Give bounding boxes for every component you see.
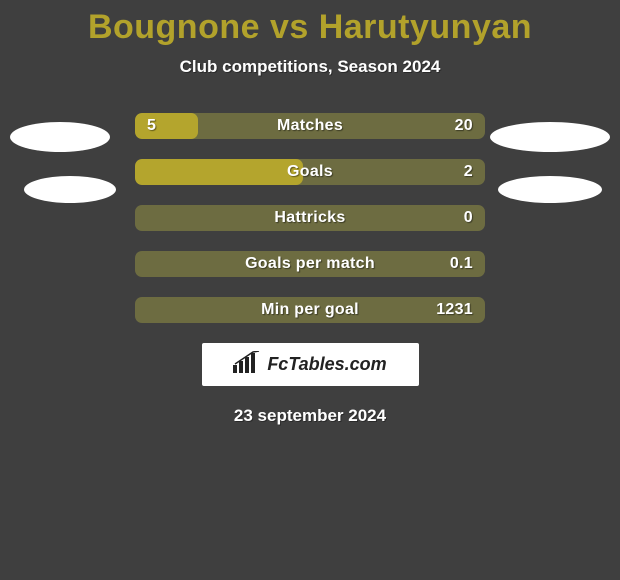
bar-left-value: 5 — [147, 113, 156, 139]
logo-text: FcTables.com — [267, 354, 386, 375]
chart-icon — [233, 351, 261, 378]
bar-row: Hattricks0 — [135, 205, 485, 231]
bar-right-value: 1231 — [436, 297, 473, 323]
decor-ellipse — [24, 176, 116, 203]
comparison-infographic: Bougnone vs Harutyunyan Club competition… — [0, 0, 620, 580]
bar-row: Min per goal1231 — [135, 297, 485, 323]
date-label: 23 september 2024 — [0, 406, 620, 426]
page-title: Bougnone vs Harutyunyan — [0, 0, 620, 47]
bar-label: Hattricks — [135, 205, 485, 231]
decor-ellipse — [490, 122, 610, 152]
bar-right-value: 20 — [455, 113, 473, 139]
bar-label: Goals per match — [135, 251, 485, 277]
bar-row: Goals per match0.1 — [135, 251, 485, 277]
comparison-chart: Matches520Goals2Hattricks0Goals per matc… — [135, 113, 485, 323]
decor-ellipse — [10, 122, 110, 152]
bar-row: Goals2 — [135, 159, 485, 185]
bar-right-value: 0 — [464, 205, 473, 231]
decor-ellipse — [498, 176, 602, 203]
page-subtitle: Club competitions, Season 2024 — [0, 57, 620, 77]
bar-right-value: 0.1 — [450, 251, 473, 277]
bar-row: Matches5 20 — [135, 113, 485, 139]
bar-label: Matches — [135, 113, 485, 139]
bar-label: Min per goal — [135, 297, 485, 323]
bar-right-value: 2 — [464, 159, 473, 185]
bar-label: Goals — [135, 159, 485, 185]
logo-box: FcTables.com — [202, 343, 419, 386]
